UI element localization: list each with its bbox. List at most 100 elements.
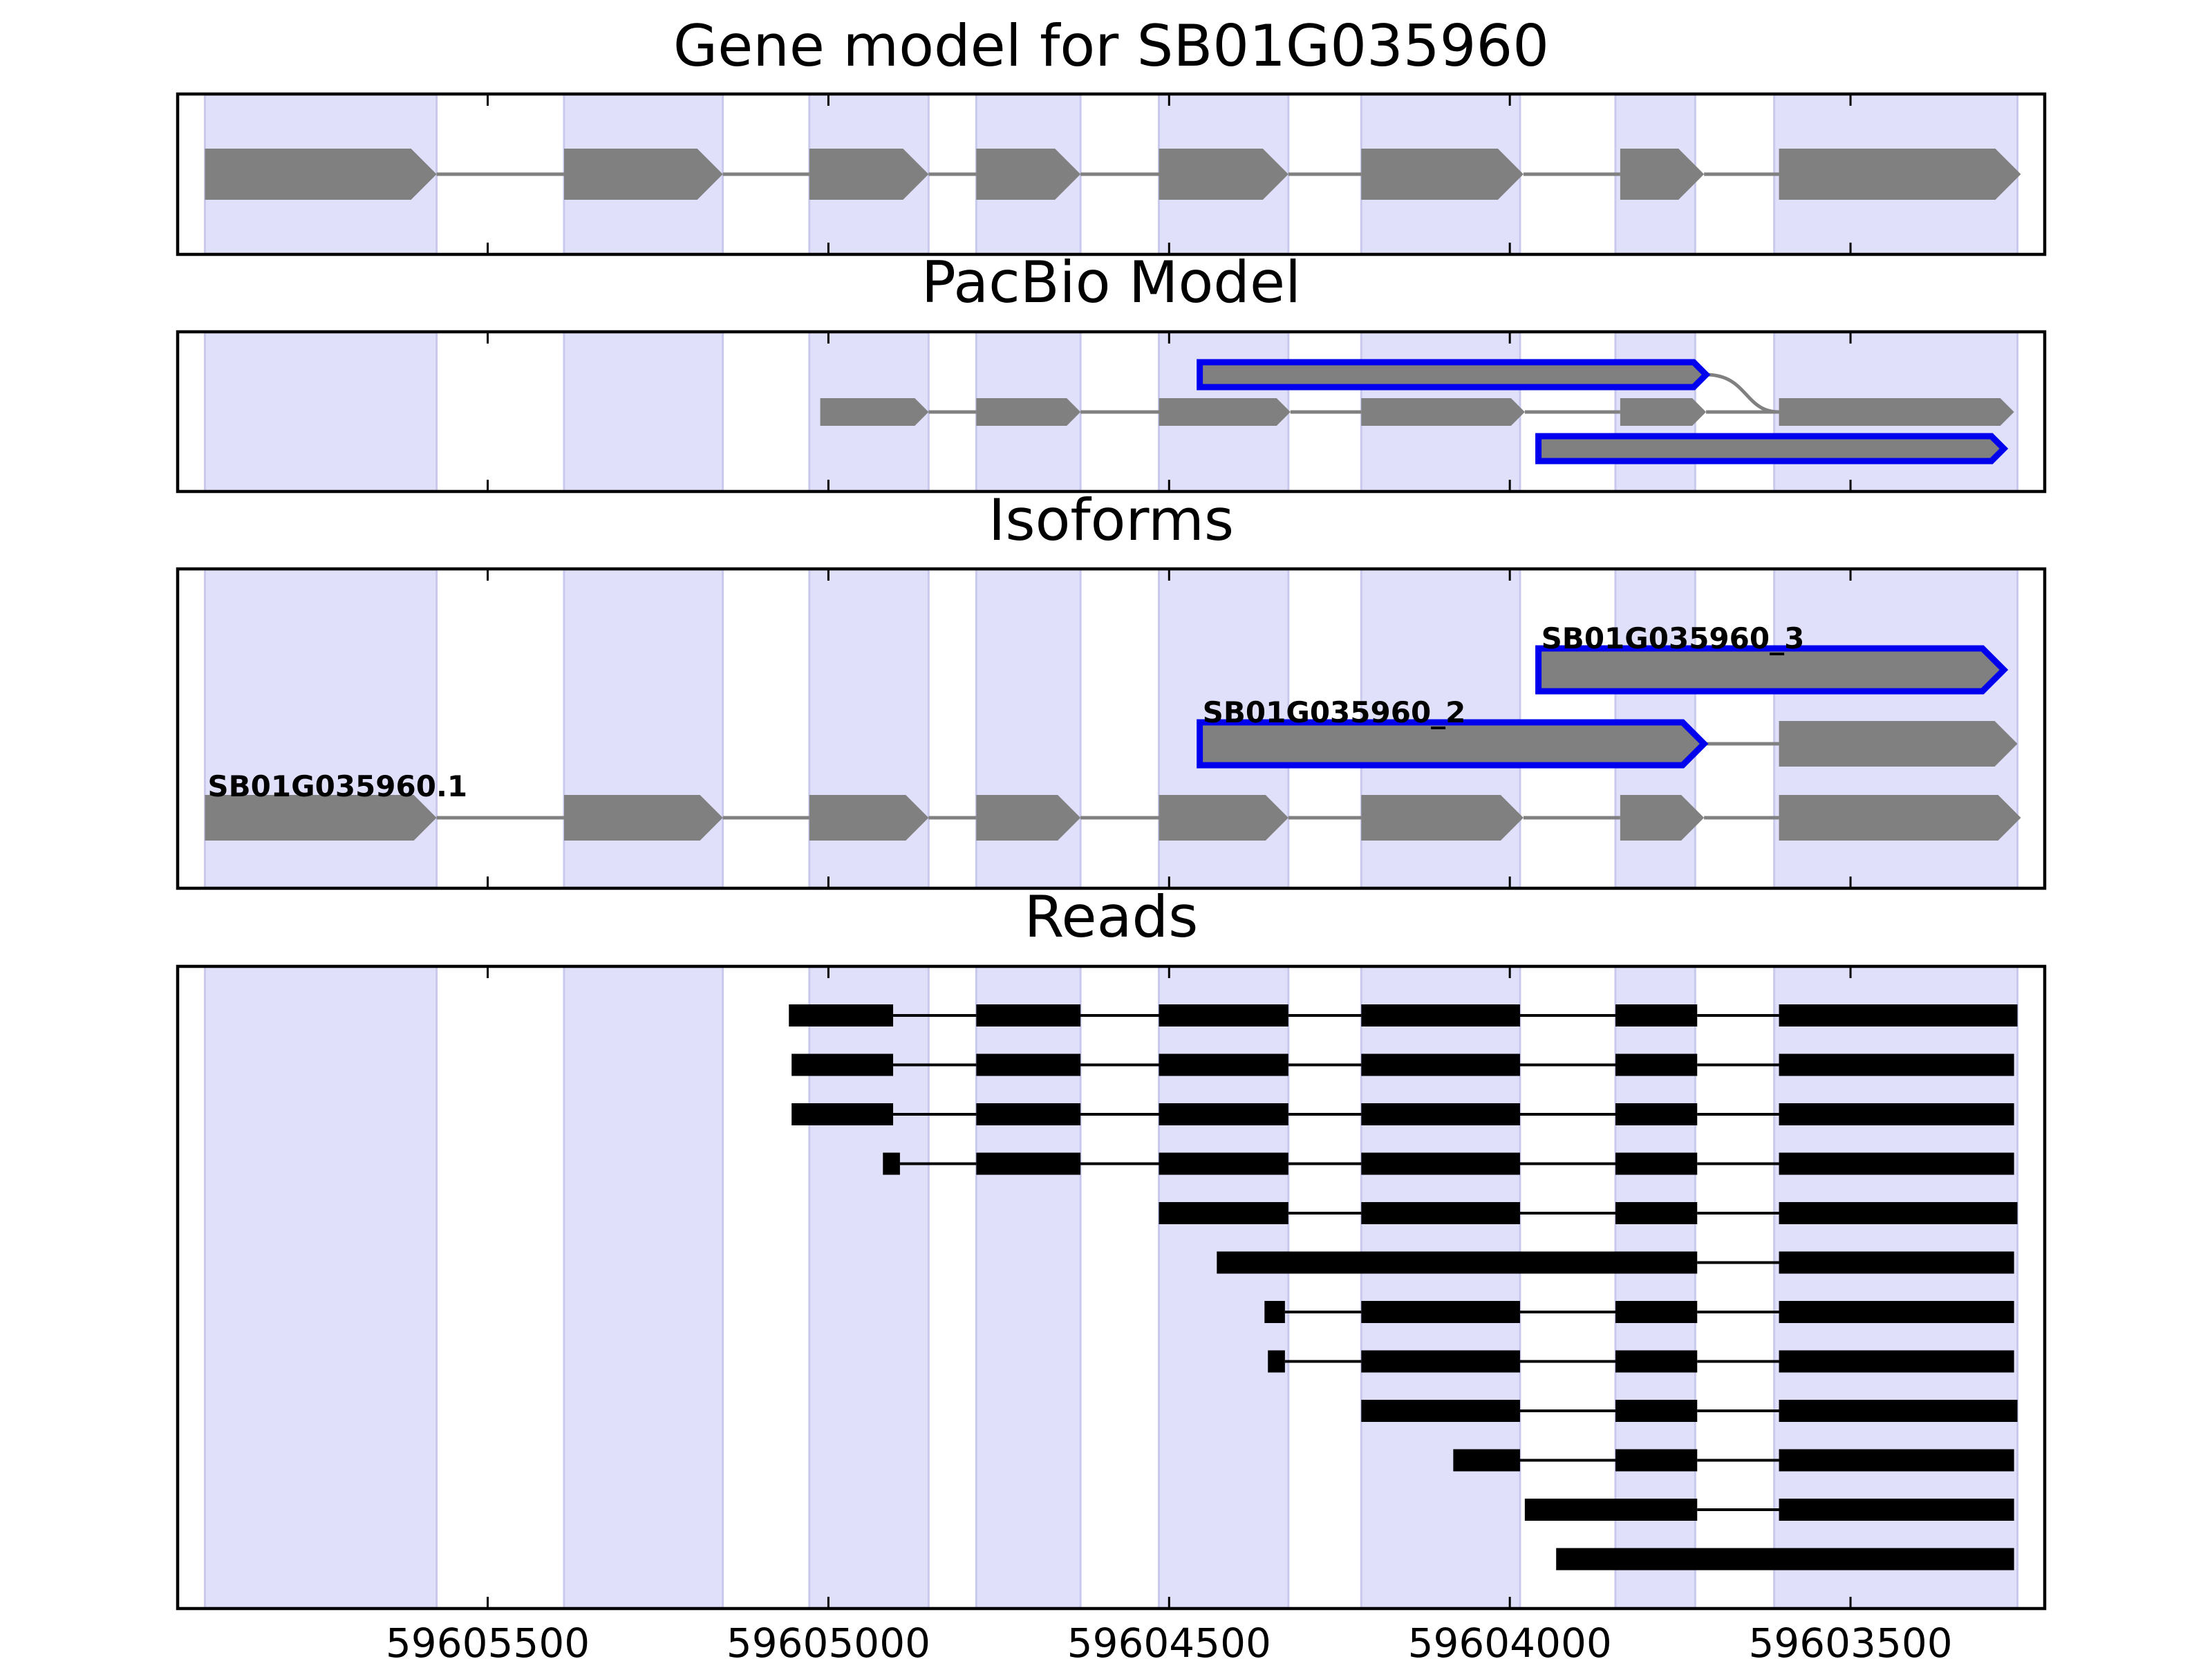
transcript-track: SB01G035960_3 [1535,621,2009,695]
read-exon [1779,1350,2014,1373]
isoform-label: SB01G035960.1 [207,769,467,803]
read-exon [791,1053,894,1076]
read-exon [1779,1499,2014,1521]
read-exon [1779,1004,2018,1027]
read-exon [1615,1202,1698,1224]
panel-title: PacBio Model [921,249,1301,316]
exon-band [563,966,724,1609]
read-exon [1361,1004,1520,1027]
read-exon [1615,1004,1698,1027]
read-row [1264,1301,2014,1323]
exon-arrow [205,149,437,200]
read-exon [1159,1103,1288,1125]
transcript-track [820,398,2014,426]
read-row [1453,1449,2014,1472]
x-tick-label: 59603500 [1748,1620,1952,1659]
panel-frame [176,567,2047,890]
panel-gene_model: Gene model for SB01G035960 [176,12,2047,256]
exon-arrow [1620,398,1707,426]
exon-arrow [809,149,929,200]
read-exon [1615,1350,1698,1373]
exon-band [203,332,438,491]
read-row [791,1103,2014,1125]
read-exon [883,1152,900,1175]
exon-band [563,332,724,491]
read-exon [1524,1499,1698,1521]
read-exon [1779,1152,2014,1175]
read-exon [1779,1251,2014,1274]
isoform-label: SB01G035960_3 [1541,621,1805,655]
read-exon [976,1004,1081,1027]
read-exon [1361,1400,1520,1422]
read-exon [1615,1400,1698,1422]
panel-frame [176,964,2047,1611]
read-exon [1361,1202,1520,1224]
x-tick-label: 59605000 [727,1620,930,1659]
read-exon [1264,1301,1285,1323]
highlighted-exon-arrow [1535,433,2009,465]
read-exon [976,1103,1081,1125]
exon-arrow [1620,149,1705,200]
panel-frame [176,92,2047,256]
read-exon [1217,1251,1698,1274]
exon-arrow [205,795,437,841]
exon-arrow [1361,149,1524,200]
read-row [883,1152,2014,1175]
read-exon [1361,1350,1520,1373]
panel-frame [176,330,2047,494]
read-row [1361,1400,2018,1422]
exon-arrow [1159,795,1288,841]
read-exon [1779,1202,2018,1224]
x-tick-label: 59604500 [1067,1620,1271,1659]
highlighted-exon-arrow [1535,645,2009,695]
panel-pacbio_model: PacBio Model [176,249,2047,494]
read-row [1268,1350,2014,1373]
exon-arrow [976,398,1081,426]
isoform-label: SB01G035960_2 [1203,695,1466,729]
read-exon [1779,1400,2018,1422]
panel-plot-area: SB01G035960.1 SB01G035960_2 SB01G035960_3 [203,569,2021,888]
transcript-track [1535,433,2009,465]
transcript-track: SB01G035960.1 [205,769,2021,841]
read-exon [1361,1152,1520,1175]
transcript-track [205,149,2021,200]
exon-arrow [976,149,1081,200]
read-exon [1361,1301,1520,1323]
exon-arrow [563,149,723,200]
x-tick-label: 59605500 [386,1620,590,1659]
read-exon [1361,1103,1520,1125]
exon-arrow [1779,398,2014,426]
read-exon [789,1004,894,1027]
read-exon [1779,1301,2014,1323]
exon-arrow [809,795,929,841]
transcript-track [1197,359,1779,414]
exon-arrow [1159,149,1288,200]
read-row [1217,1251,2014,1274]
exon-band [203,966,438,1609]
read-exon [976,1152,1081,1175]
panel-plot-area [203,966,2019,1609]
read-exon [1453,1449,1520,1472]
read-exon [1159,1004,1288,1027]
read-exon [1556,1548,2014,1571]
transcript-track: SB01G035960_2 [1197,695,2018,769]
x-tick-label: 59604000 [1408,1620,1612,1659]
exon-arrow [1361,398,1525,426]
panel-reads: Reads [176,883,2047,1611]
read-exon [1159,1152,1288,1175]
read-row [1556,1548,2014,1571]
read-exon [1779,1103,2014,1125]
read-row [791,1053,2014,1076]
panel-plot-area [203,332,2019,491]
exon-arrow [1159,398,1291,426]
read-exon [1779,1449,2014,1472]
panel-isoforms: IsoformsSB01G035960.1SB01G035960_2SB01G0… [176,487,2047,890]
exon-arrow [1779,721,2018,767]
exon-arrow [1779,795,2021,841]
read-exon [1779,1053,2014,1076]
read-row [789,1004,2018,1027]
exon-arrow [976,795,1081,841]
panel-title: Reads [1024,883,1199,950]
exon-arrow [563,795,723,841]
